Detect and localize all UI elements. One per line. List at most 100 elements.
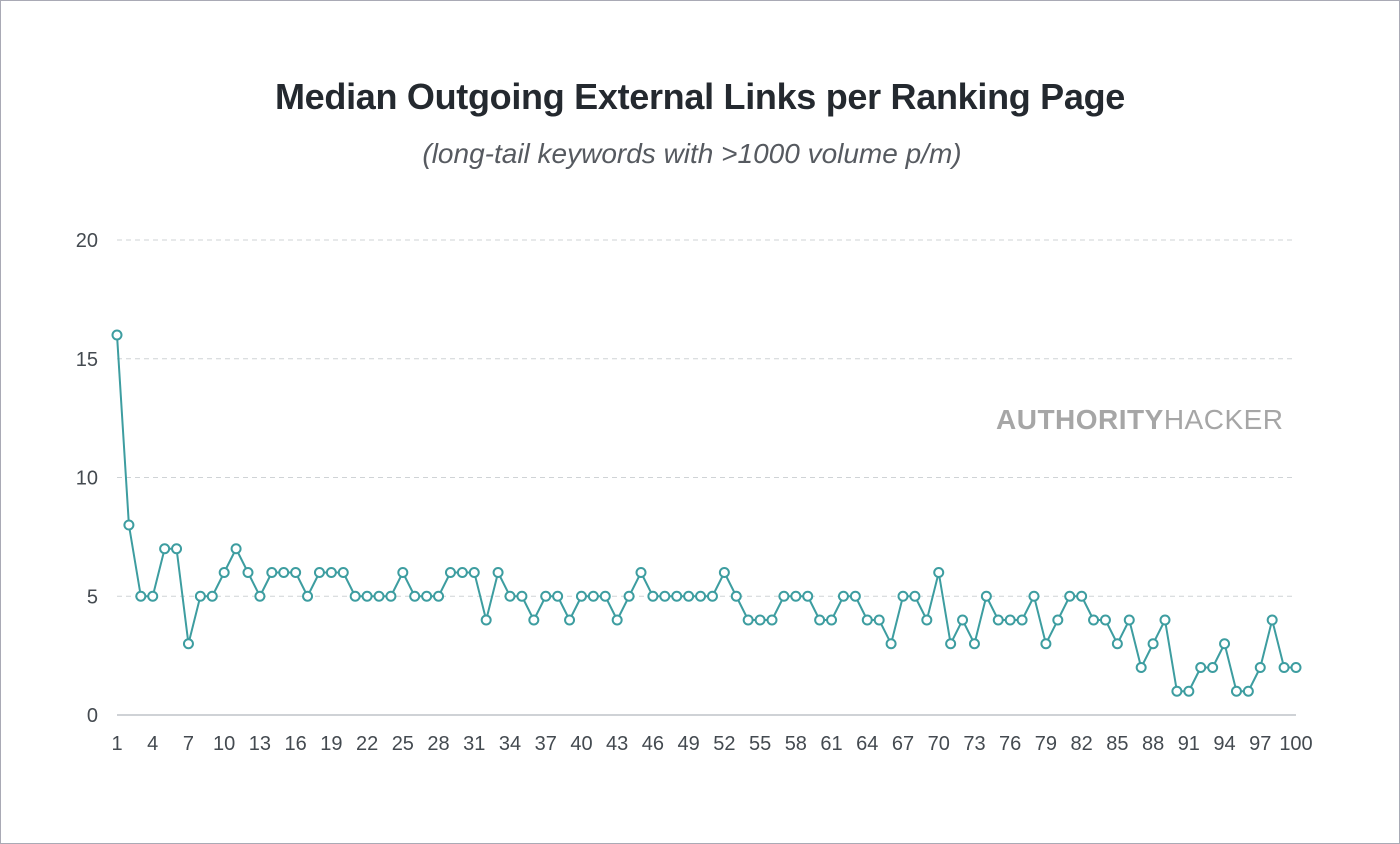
- data-point: [1242, 685, 1254, 697]
- data-point: [683, 590, 695, 602]
- x-tick-label: 16: [285, 733, 307, 755]
- data-point: [849, 590, 861, 602]
- x-tick-label: 49: [678, 733, 700, 755]
- x-tick-label: 46: [642, 733, 664, 755]
- x-tick-label: 25: [392, 733, 414, 755]
- data-point: [1052, 614, 1064, 626]
- x-tick-label: 94: [1213, 733, 1235, 755]
- data-point: [754, 614, 766, 626]
- watermark-regular-text: HACKER: [1163, 404, 1284, 435]
- x-tick-label: 76: [999, 733, 1021, 755]
- data-point: [444, 567, 456, 578]
- series-line: [116, 334, 1296, 693]
- data-point: [564, 614, 576, 626]
- chart-subtitle: (long-tail keywords with >1000 volume p/…: [422, 138, 962, 169]
- data-point: [337, 567, 349, 578]
- x-tick-label: 79: [1035, 733, 1057, 755]
- data-point: [456, 567, 468, 578]
- x-tick-label: 34: [499, 733, 521, 755]
- data-point: [885, 638, 897, 650]
- data-point: [623, 590, 635, 602]
- x-tick-label: 7: [183, 733, 194, 755]
- data-point: [778, 590, 790, 602]
- data-point: [1254, 662, 1266, 673]
- data-point: [540, 590, 552, 602]
- data-point: [171, 543, 183, 555]
- data-point: [397, 567, 409, 578]
- data-point: [1064, 590, 1076, 602]
- x-tick-label: 52: [713, 733, 735, 755]
- data-point: [933, 567, 945, 578]
- data-point: [433, 590, 445, 602]
- data-point: [790, 590, 802, 602]
- data-point: [361, 590, 373, 602]
- data-point: [1123, 614, 1135, 626]
- data-point: [980, 590, 992, 602]
- data-point: [1004, 614, 1016, 626]
- data-point: [218, 567, 230, 578]
- data-point: [837, 590, 849, 602]
- data-point: [826, 614, 838, 626]
- x-tick-label: 31: [463, 733, 485, 755]
- x-axis-ticks: 1 4 7 10 13 16 19 22 25 28 31 34 37 40 43 46 49 52 55 58 61 6…: [111, 733, 1312, 755]
- y-tick-label: 15: [76, 349, 98, 371]
- data-point: [647, 590, 659, 602]
- data-point: [635, 567, 647, 578]
- data-point: [1135, 662, 1147, 673]
- data-point: [194, 590, 206, 602]
- x-tick-label: 73: [963, 733, 985, 755]
- data-point: [266, 567, 278, 578]
- data-point: [897, 590, 909, 602]
- data-point: [123, 519, 135, 531]
- data-point: [921, 614, 933, 626]
- brand-watermark: AUTHORITYHACKER: [996, 404, 1284, 436]
- data-point: [159, 543, 171, 555]
- data-point: [254, 590, 266, 602]
- data-point: [1219, 638, 1231, 650]
- x-tick-label: 91: [1178, 733, 1200, 755]
- data-point: [957, 614, 969, 626]
- x-tick-label: 1: [111, 733, 122, 755]
- data-point: [1278, 662, 1290, 673]
- data-point: [421, 590, 433, 602]
- data-point: [1088, 614, 1100, 626]
- data-point: [1076, 590, 1088, 602]
- data-point: [147, 590, 159, 602]
- x-tick-label: 55: [749, 733, 771, 755]
- data-point: [742, 614, 754, 626]
- data-point: [587, 590, 599, 602]
- data-point: [1028, 590, 1040, 602]
- y-tick-label: 5: [87, 586, 98, 608]
- data-point: [242, 567, 254, 578]
- data-point: [552, 590, 564, 602]
- data-point: [730, 590, 742, 602]
- data-point: [111, 329, 123, 341]
- x-tick-label: 64: [856, 733, 878, 755]
- x-tick-label: 85: [1106, 733, 1128, 755]
- data-point: [492, 567, 504, 578]
- data-point: [861, 614, 873, 626]
- data-point: [182, 638, 194, 650]
- data-point: [349, 590, 361, 602]
- data-point: [695, 590, 707, 602]
- data-point: [325, 567, 337, 578]
- data-point: [278, 567, 290, 578]
- data-point: [1099, 614, 1111, 626]
- data-point: [1266, 614, 1278, 626]
- x-tick-label: 4: [147, 733, 158, 755]
- data-point: [504, 590, 516, 602]
- data-point: [135, 590, 147, 602]
- y-tick-label: 10: [76, 468, 98, 490]
- x-tick-label: 22: [356, 733, 378, 755]
- x-tick-label: 40: [570, 733, 592, 755]
- data-point: [1016, 614, 1028, 626]
- data-point: [611, 614, 623, 626]
- data-point: [1171, 685, 1183, 697]
- data-point: [968, 638, 980, 650]
- x-tick-label: 28: [427, 733, 449, 755]
- x-tick-label: 97: [1249, 733, 1271, 755]
- data-point: [1183, 685, 1195, 697]
- y-axis-ticks: 0 5 10 15 20: [76, 230, 98, 727]
- data-point: [302, 590, 314, 602]
